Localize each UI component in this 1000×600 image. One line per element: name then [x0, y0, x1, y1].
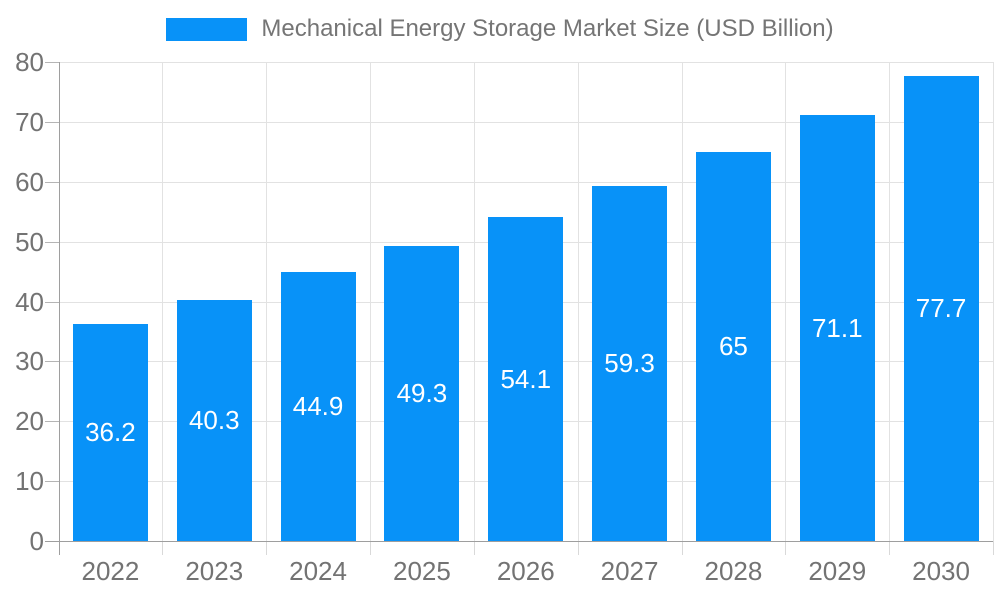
x-axis-label: 2025 — [392, 556, 451, 586]
y-axis-label: 40 — [15, 286, 44, 317]
x-axis-line — [58, 541, 993, 542]
bar-2029: 71.1 — [799, 115, 875, 541]
x-gridline — [370, 62, 371, 541]
x-axis-tick — [58, 541, 60, 555]
x-gridline — [162, 62, 164, 541]
x-gridline — [681, 62, 683, 541]
bar-value-label: 54.1 — [500, 363, 552, 394]
bar-value-label: 59.3 — [604, 347, 655, 378]
y-gridline — [58, 181, 993, 183]
y-axis-tick — [44, 541, 59, 542]
x-gridline — [785, 62, 787, 541]
x-axis-tick — [889, 541, 891, 555]
y-axis-label: 80 — [15, 47, 44, 77]
x-axis-label: 2027 — [600, 556, 659, 586]
x-axis-label: 2022 — [81, 556, 140, 586]
y-axis-label: 60 — [15, 166, 44, 197]
y-axis-label: 70 — [15, 106, 44, 137]
x-axis-label: 2029 — [808, 556, 867, 586]
bar-value-label: 36.2 — [85, 417, 136, 448]
y-axis-label: 50 — [15, 226, 44, 257]
y-axis-tick — [44, 121, 59, 123]
y-axis-tick — [44, 62, 59, 63]
legend-item[interactable]: Mechanical Energy Storage Market Size (U… — [0, 15, 1000, 43]
bar-2026: 54.1 — [488, 217, 564, 541]
x-axis-tick — [370, 541, 371, 555]
x-axis-tick — [473, 541, 475, 555]
bar-value-label: 44.9 — [292, 391, 344, 422]
y-axis-tick — [44, 301, 59, 303]
bar-2024: 44.9 — [280, 272, 356, 541]
bar-2028: 65 — [695, 151, 771, 541]
y-axis-tick — [44, 481, 59, 483]
x-axis-tick — [785, 541, 787, 555]
bar-value-label: 65 — [718, 330, 748, 361]
y-axis-tick — [44, 361, 59, 363]
y-axis-label: 20 — [15, 406, 44, 437]
x-axis-label: 2030 — [912, 556, 970, 586]
y-gridline — [58, 62, 993, 63]
y-axis-label: 10 — [15, 466, 44, 497]
y-gridline — [58, 121, 993, 123]
bar-2025: 49.3 — [384, 245, 460, 541]
x-axis-tick — [266, 541, 268, 555]
legend-swatch — [166, 17, 248, 41]
y-axis-label: 0 — [29, 526, 44, 556]
bar-value-label: 40.3 — [188, 404, 240, 435]
y-axis-tick — [44, 421, 59, 423]
bar-2027: 59.3 — [592, 185, 668, 541]
y-axis-label: 30 — [15, 346, 44, 377]
bar-2030: 77.7 — [903, 75, 979, 541]
x-gridline — [473, 62, 475, 541]
x-gridline — [889, 62, 891, 541]
bar-value-label: 77.7 — [915, 292, 967, 323]
bar-2022: 36.2 — [72, 324, 148, 541]
x-axis-tick — [681, 541, 683, 555]
x-axis-label: 2026 — [496, 556, 555, 586]
y-axis-tick — [44, 241, 59, 243]
x-gridline — [577, 62, 579, 541]
x-gridline — [993, 62, 994, 541]
bar-value-label: 71.1 — [811, 312, 863, 343]
y-axis-tick — [44, 181, 59, 183]
bar-2023: 40.3 — [176, 299, 252, 541]
legend-label: Mechanical Energy Storage Market Size (U… — [261, 15, 834, 42]
x-axis-tick — [162, 541, 164, 555]
y-axis-line — [58, 62, 60, 541]
x-gridline — [266, 62, 268, 541]
x-axis-tick — [993, 541, 994, 555]
x-axis-label: 2028 — [704, 556, 763, 586]
x-axis-label: 2024 — [289, 556, 347, 586]
bar-value-label: 49.3 — [396, 377, 448, 408]
x-axis-label: 2023 — [185, 556, 244, 586]
x-axis-tick — [577, 541, 579, 555]
